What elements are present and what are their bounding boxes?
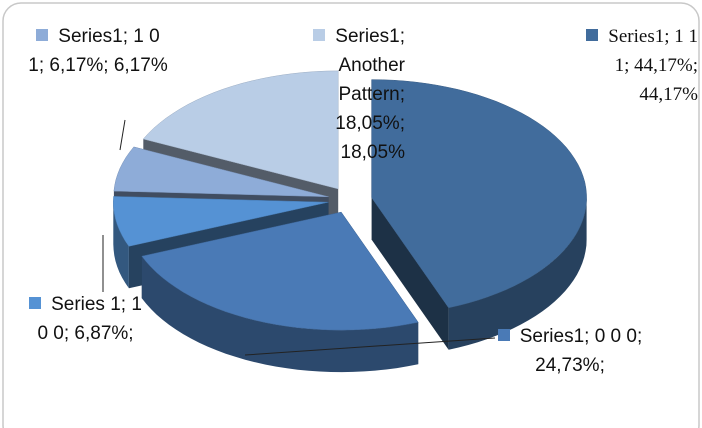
label-text: Series 1; 1 0 0; 6,87%; [37, 294, 142, 344]
label-key [497, 329, 510, 341]
label-key [586, 29, 599, 41]
label-text: Series1; 0 0 0; 24,73%; [519, 326, 643, 376]
label-text: Series1; 1 0 1; 6,17%; 6,17% [28, 26, 168, 76]
leader-line [244, 337, 496, 356]
slice [113, 146, 329, 198]
data-label: Series1; Another Pattern; 18,05%; 18,05% [285, 22, 405, 167]
slice-wall [371, 197, 449, 350]
data-label: Series1; 0 0 0; 24,73%; [495, 322, 645, 380]
slice-side [448, 197, 587, 350]
label-key [29, 297, 42, 309]
slice-side [113, 202, 129, 289]
leader-line [119, 119, 126, 151]
label-key [313, 29, 326, 41]
slice [142, 70, 339, 190]
data-label: Series1; 1 1 1; 44,17%; 44,17% [580, 22, 698, 109]
data-label: Series1; 1 0 1; 6,17%; 6,17% [28, 22, 168, 80]
slice [371, 79, 587, 309]
data-label: Series 1; 1 0 0; 6,87%; [28, 290, 143, 348]
slice-side [141, 256, 419, 373]
slice [113, 196, 329, 247]
label-text: Series1; 1 1 1; 44,17%; 44,17% [608, 26, 698, 105]
slice [141, 211, 419, 331]
label-key [36, 29, 49, 41]
label-text: Series1; Another Pattern; 18,05%; 18,05% [335, 26, 405, 163]
